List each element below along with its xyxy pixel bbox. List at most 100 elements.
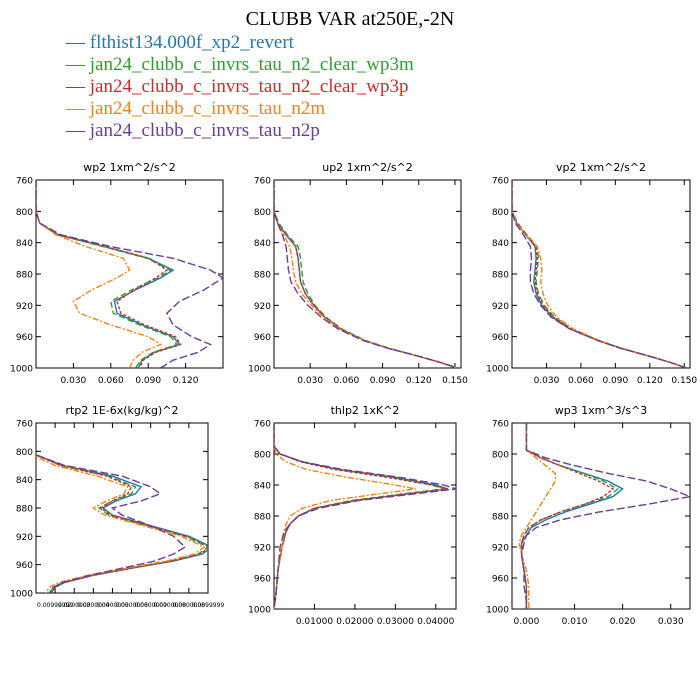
x-tick-label: 0.060 [568, 376, 594, 386]
series-line [512, 180, 687, 368]
y-tick-label: 1000 [10, 365, 33, 375]
panel: thlp2 1xK^2 760 800 840 880 920 960 1000 0.01000… [248, 404, 457, 627]
panel-title: vp2 1xm^2/s^2 [556, 161, 646, 174]
y-tick-label: 760 [16, 420, 33, 430]
x-tick-label: 0.150 [442, 376, 468, 386]
series-line [520, 423, 615, 609]
x-tick-label: 0.060 [98, 376, 124, 386]
legend-item: — jan24_clubb_c_invrs_tau_n2p [66, 120, 320, 141]
plot-frame [511, 179, 691, 369]
plot-frame [35, 179, 224, 369]
y-tick-label: 880 [16, 505, 33, 515]
y-tick-label: 800 [492, 451, 509, 461]
series-line [512, 180, 687, 368]
series-line [274, 423, 449, 609]
series-line [36, 180, 181, 368]
x-tick-label: 0.0300000 [77, 602, 110, 609]
x-tick-label: 0.0200000 [58, 602, 91, 609]
y-tick-label: 760 [254, 177, 271, 187]
series-line [520, 423, 620, 609]
y-tick-label: 840 [254, 482, 271, 492]
series-line [512, 180, 687, 368]
series-line [36, 454, 208, 593]
y-tick-label: 1000 [248, 606, 271, 616]
y-tick-label: 1000 [486, 606, 509, 616]
panel-title: rtp2 1E-6x(kg/kg)^2 [66, 404, 179, 417]
series-line [36, 180, 223, 368]
x-tick-label: 0.060 [334, 376, 360, 386]
x-tick-label: 0.0500000 [115, 602, 148, 609]
series-line [274, 180, 458, 368]
panel: rtp2 1E-6x(kg/kg)^2 760 800 840 880 920 960 100… [10, 404, 224, 609]
y-tick-label: 1000 [10, 590, 33, 600]
y-tick-label: 840 [492, 482, 509, 492]
series-line [36, 180, 163, 368]
y-tick-label: 760 [492, 420, 509, 430]
x-tick-label: 0.120 [173, 376, 199, 386]
y-tick-label: 800 [492, 208, 509, 218]
x-tick-label: 0.0600000 [134, 602, 167, 609]
x-tick-label: 0.000 [514, 617, 540, 627]
panel-title: up2 1xm^2/s^2 [322, 161, 413, 174]
x-tick-label: 0.00999999 [37, 602, 73, 609]
y-tick-label: 760 [254, 420, 271, 430]
legend: — flthist134.000f_xp2_revert — jan24_clu… [66, 32, 414, 142]
y-tick-label: 960 [254, 575, 271, 585]
panel: wp2 1xm^2/s^2 760 800 840 880 920 960 1000 0.030… [10, 161, 224, 386]
panel-title: thlp2 1xK^2 [331, 404, 400, 417]
panel: wp3 1xm^3/s^3 760 800 840 880 920 960 1000 0.000… [486, 404, 691, 627]
series-line [36, 180, 182, 368]
series-line [518, 423, 556, 609]
y-tick-label: 880 [254, 513, 271, 523]
y-tick-label: 840 [16, 239, 33, 249]
x-tick-label: 0.030 [297, 376, 323, 386]
x-tick-label: 0.02000 [336, 617, 373, 627]
y-tick-label: 760 [492, 177, 509, 187]
y-tick-label: 840 [16, 476, 33, 486]
series-line [36, 455, 206, 593]
panel-title: wp2 1xm^2/s^2 [83, 161, 176, 174]
y-tick-label: 920 [254, 544, 271, 554]
x-tick-label: 0.030 [61, 376, 87, 386]
panel-title: wp3 1xm^3/s^3 [555, 404, 648, 417]
y-tick-label: 960 [254, 333, 271, 343]
y-tick-label: 880 [254, 271, 271, 281]
x-tick-label: 0.0899999 [192, 602, 225, 609]
x-tick-label: 0.030 [534, 376, 560, 386]
legend-item: — flthist134.000f_xp2_revert [66, 32, 294, 53]
series-line [520, 423, 690, 609]
x-tick-label: 0.090 [370, 376, 396, 386]
y-tick-label: 1000 [248, 365, 271, 375]
x-tick-label: 0.030 [658, 617, 684, 627]
y-tick-label: 800 [254, 208, 271, 218]
y-tick-label: 800 [16, 448, 33, 458]
x-tick-label: 0.0400000 [96, 602, 129, 609]
x-tick-label: 0.020 [610, 617, 636, 627]
y-tick-label: 1000 [486, 365, 509, 375]
plot-frame [273, 422, 457, 610]
y-tick-label: 920 [492, 544, 509, 554]
series-line [274, 180, 458, 368]
series-line [274, 423, 456, 609]
x-tick-label: 0.0700000 [154, 602, 187, 609]
y-tick-label: 880 [492, 271, 509, 281]
x-tick-label: 0.120 [637, 376, 663, 386]
legend-item: — jan24_clubb_c_invrs_tau_n2m [66, 98, 326, 119]
series-line [274, 180, 458, 368]
y-tick-label: 760 [16, 177, 33, 187]
x-tick-label: 0.03000 [377, 617, 414, 627]
legend-item: — jan24_clubb_c_invrs_tau_n2_clear_wp3p [66, 76, 409, 97]
y-tick-label: 920 [16, 533, 33, 543]
y-tick-label: 920 [254, 302, 271, 312]
panel: up2 1xm^2/s^2 760 800 840 880 920 960 1000 0.030… [248, 161, 468, 386]
series-line [274, 423, 449, 609]
series-line [274, 180, 458, 368]
figure-title: CLUBB VAR at250E,-2N [245, 8, 455, 30]
y-tick-label: 800 [16, 208, 33, 218]
y-tick-label: 960 [16, 333, 33, 343]
series-line [36, 454, 187, 593]
series-line [512, 180, 687, 368]
y-tick-label: 840 [254, 239, 271, 249]
